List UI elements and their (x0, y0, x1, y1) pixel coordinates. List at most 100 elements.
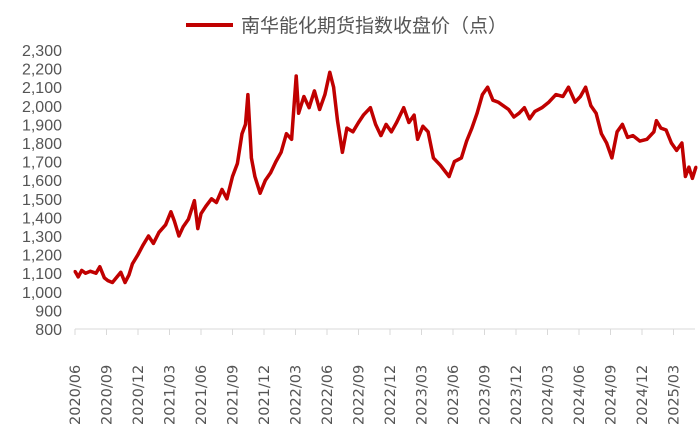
x-tick-label: 2024/12 (635, 365, 651, 425)
data-point (652, 130, 656, 134)
data-point (522, 106, 526, 110)
data-point (659, 126, 663, 130)
y-tick-label: 1,600 (22, 173, 62, 190)
data-point (496, 100, 500, 104)
data-point (312, 89, 316, 93)
x-tick-label: 2022/06 (320, 365, 336, 425)
data-point (240, 132, 244, 136)
data-point (76, 275, 80, 279)
data-point (528, 117, 532, 121)
data-point (638, 139, 642, 143)
data-point (384, 122, 388, 126)
data-point (584, 85, 588, 89)
data-point (290, 137, 294, 141)
data-point (246, 93, 250, 97)
legend: 南华能化期货指数收盘价（点） (186, 15, 507, 37)
data-point (214, 201, 218, 205)
y-tick-label: 1,900 (22, 117, 62, 134)
data-point (631, 134, 635, 138)
y-tick-label: 1,700 (22, 155, 62, 172)
x-tick-label: 2021/12 (257, 365, 273, 425)
data-point (102, 276, 106, 280)
data-point (694, 165, 698, 169)
data-point (323, 93, 327, 97)
x-tick-label: 2022/12 (383, 365, 399, 425)
x-tick-label: 2023/06 (446, 365, 462, 425)
x-tick-label: 2021/06 (194, 365, 210, 425)
data-point (567, 85, 570, 89)
data-point (675, 148, 679, 152)
data-point (669, 141, 673, 145)
data-point (475, 111, 479, 115)
x-tick-label: 2023/03 (415, 365, 431, 425)
y-tick-label: 1,300 (22, 229, 62, 246)
data-point (318, 108, 322, 112)
data-point (192, 199, 196, 203)
data-point (196, 227, 200, 231)
data-point (374, 122, 378, 126)
data-point (274, 160, 278, 164)
data-point (664, 128, 668, 132)
data-point (540, 106, 544, 110)
data-point (379, 134, 383, 138)
y-tick-label: 2,100 (22, 80, 62, 97)
data-point (279, 150, 283, 154)
data-point (589, 104, 593, 108)
data-point (98, 265, 102, 269)
data-point (177, 234, 181, 238)
data-point (421, 124, 425, 128)
data-point (645, 137, 649, 141)
y-tick-label: 2,300 (22, 43, 62, 60)
data-point (438, 163, 442, 167)
data-point (605, 141, 609, 145)
data-point (284, 132, 288, 136)
data-point (204, 204, 208, 208)
data-point (361, 113, 365, 117)
data-point (412, 113, 416, 117)
data-point (141, 243, 145, 247)
data-point (357, 121, 360, 125)
data-point (680, 141, 684, 145)
y-tick-label: 1,500 (22, 192, 62, 209)
data-point (151, 241, 155, 245)
data-point (147, 234, 150, 238)
data-point (547, 100, 551, 104)
data-point (136, 253, 140, 257)
data-point (80, 268, 84, 272)
data-point (465, 139, 469, 143)
x-tick-label: 2024/03 (541, 365, 557, 425)
x-tick-label: 2022/03 (289, 365, 305, 425)
data-point (615, 130, 619, 134)
data-point (336, 119, 339, 123)
data-point (340, 150, 344, 154)
x-tick-label: 2024/09 (604, 365, 620, 425)
x-axis: 2020/06 2020/09 2020/12 2021/03 2021/06 2021/… (68, 328, 695, 425)
y-tick-label: 1,800 (22, 136, 62, 153)
data-point (578, 95, 582, 98)
data-point (258, 191, 262, 195)
data-point (243, 122, 247, 126)
data-point (169, 210, 173, 214)
y-tick-label: 800 (35, 322, 62, 339)
data-point (402, 106, 406, 110)
data-point (573, 100, 577, 104)
x-tick-label: 2023/12 (509, 365, 525, 425)
x-tick-label: 2022/09 (352, 365, 368, 425)
data-point (186, 217, 190, 221)
data-point (73, 269, 77, 273)
data-point (517, 111, 521, 115)
x-tick-label: 2021/09 (226, 365, 242, 425)
data-point (459, 156, 463, 160)
data-point (235, 161, 239, 165)
data-point (683, 174, 687, 178)
data-point (220, 188, 224, 191)
data-point (626, 135, 630, 139)
data-point (106, 279, 110, 283)
data-point (690, 176, 694, 180)
data-point (389, 130, 393, 134)
data-point (426, 130, 430, 134)
data-point (269, 171, 273, 175)
data-point (599, 132, 603, 136)
